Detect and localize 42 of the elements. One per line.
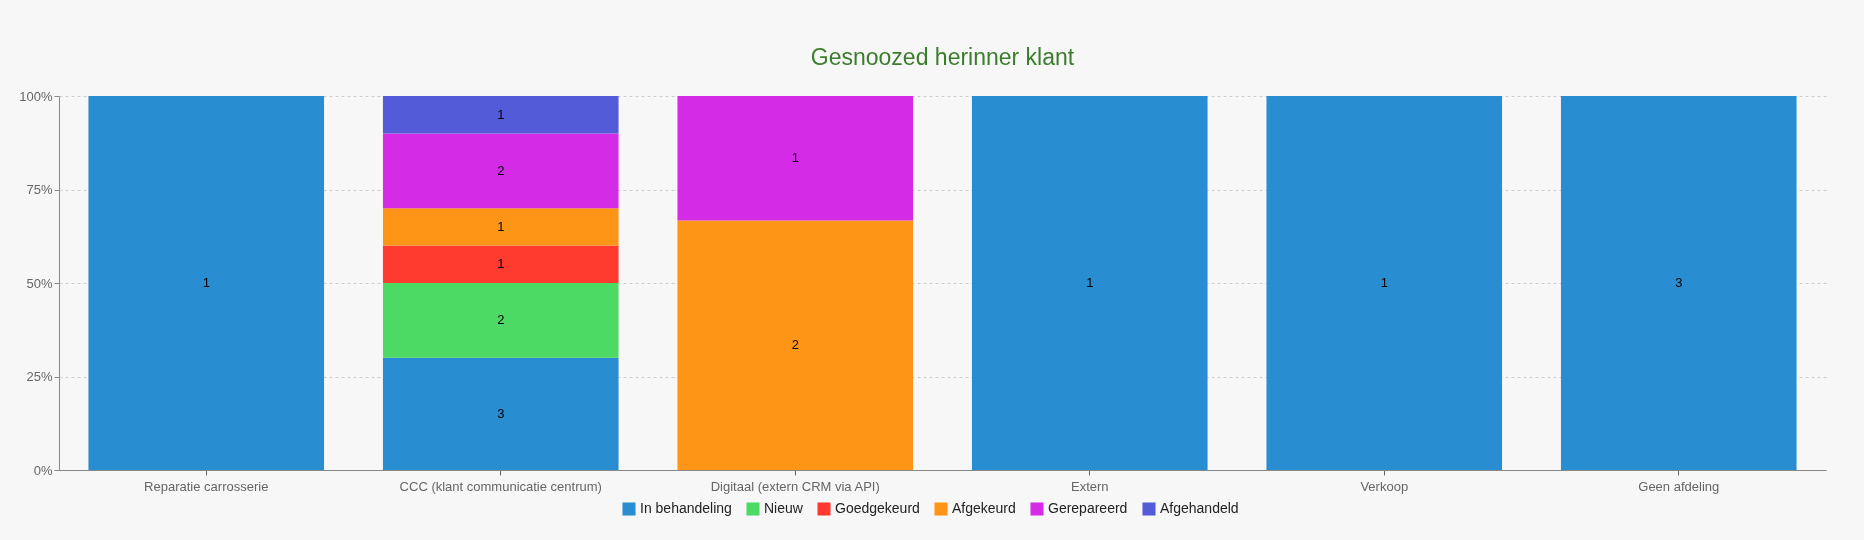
bar	[382, 283, 619, 358]
annotation: 3	[497, 405, 505, 421]
annotation: 2	[497, 162, 505, 178]
bar	[1560, 96, 1797, 470]
x-tick-label: Verkoop	[1360, 478, 1409, 494]
bar	[677, 220, 914, 470]
bar	[382, 133, 619, 209]
bar	[677, 96, 914, 221]
legend-label: In behandeling	[640, 500, 732, 516]
legend-label: Goedgekeurd	[835, 500, 920, 516]
x-tick-label: Reparatie carrosserie	[144, 478, 269, 494]
x-tick-label: CCC (klant communicatie centrum)	[399, 478, 602, 494]
y-tick-label: 100%	[19, 88, 53, 104]
legend-label: Gerepareerd	[1048, 500, 1128, 516]
bar	[88, 96, 325, 470]
legend-label: Afgehandeld	[1160, 500, 1239, 516]
bar	[382, 96, 619, 134]
annotation: 1	[202, 275, 210, 290]
legend-label: Nieuw	[764, 500, 804, 516]
annotation: 2	[791, 337, 799, 353]
y-tick-label: 25%	[26, 369, 53, 384]
annotation: 1	[791, 150, 799, 166]
annotation: 1	[497, 218, 505, 234]
annotation: 1	[1086, 275, 1094, 290]
legend-label: Afgekeurd	[952, 500, 1016, 516]
bar	[382, 245, 619, 283]
annotation: 1	[497, 106, 505, 122]
y-tick-label: 50%	[26, 275, 53, 291]
x-tick-label: Digitaal (extern CRM via API)	[710, 478, 880, 494]
bar	[1266, 96, 1503, 470]
annotation: 3	[1675, 275, 1683, 290]
bar	[971, 96, 1208, 470]
x-tick-label: Geen afdeling	[1638, 478, 1720, 494]
bar	[382, 357, 619, 470]
annotation: 1	[497, 256, 505, 272]
chart-title: Gesnoozed herinner klant	[810, 44, 1075, 70]
annotation: 1	[1380, 275, 1388, 290]
y-tick-label: 75%	[26, 182, 53, 197]
annotation: 2	[497, 312, 505, 328]
bar	[382, 208, 619, 246]
y-tick-label: 0%	[33, 462, 53, 478]
x-tick-label: Extern	[1070, 478, 1109, 494]
